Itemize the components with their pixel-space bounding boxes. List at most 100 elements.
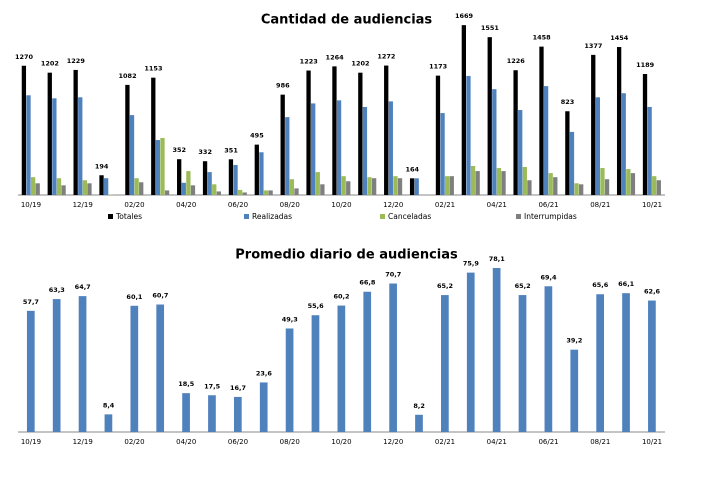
bar (513, 70, 518, 195)
data-label: 1270 (15, 53, 34, 61)
legend-swatch (380, 214, 385, 219)
bar (393, 176, 398, 195)
bar (501, 171, 506, 195)
data-label: 351 (224, 146, 238, 154)
bar (415, 414, 423, 432)
data-label: 1202 (41, 60, 59, 68)
bar (82, 180, 87, 195)
data-label: 65,2 (515, 282, 531, 290)
x-tick-label: 06/20 (228, 201, 248, 209)
bar (233, 164, 238, 195)
bar (596, 294, 604, 432)
x-tick-label: 06/21 (538, 201, 558, 209)
data-label: 69,4 (541, 273, 558, 281)
bar (26, 95, 31, 195)
bar (280, 94, 285, 195)
data-label: 332 (198, 148, 212, 156)
bar (466, 272, 475, 432)
bar (181, 182, 186, 195)
bar (600, 168, 605, 195)
legend-swatch (108, 214, 113, 219)
x-tick-label: 04/20 (176, 201, 196, 209)
bar (52, 98, 57, 195)
chart-title: Promedio diario de audiencias (235, 248, 458, 263)
bar (78, 296, 87, 432)
data-label: 39,2 (566, 337, 582, 345)
bar (548, 173, 553, 195)
bar (151, 77, 156, 195)
bar (202, 161, 208, 195)
bar (78, 97, 83, 195)
bar (595, 97, 600, 195)
data-label: 60,1 (126, 293, 143, 301)
bar (371, 178, 377, 195)
data-label: 1153 (144, 65, 162, 73)
bar (263, 190, 269, 195)
data-label: 60,2 (333, 293, 349, 301)
x-tick-label: 12/20 (383, 201, 403, 209)
data-label: 65,6 (592, 281, 609, 289)
x-tick-label: 02/21 (435, 438, 455, 446)
bar (254, 144, 259, 195)
data-label: 65,2 (437, 282, 453, 290)
bar (621, 93, 626, 195)
bar (337, 305, 346, 432)
x-tick-label: 10/21 (642, 438, 662, 446)
bar (492, 89, 497, 195)
bar (367, 177, 372, 195)
bar (164, 190, 170, 195)
bar (268, 190, 273, 195)
bar (642, 74, 648, 195)
legend-swatch (516, 214, 521, 219)
bar (475, 171, 480, 195)
data-label: 63,3 (49, 286, 65, 294)
bar (622, 293, 630, 432)
data-label: 194 (95, 162, 109, 170)
bar (543, 86, 549, 195)
bar (56, 178, 62, 195)
bar (285, 328, 294, 432)
x-tick-label: 08/21 (590, 201, 610, 209)
bar (177, 159, 182, 195)
bar (591, 54, 596, 196)
bar (87, 183, 92, 195)
x-tick-label: 04/21 (487, 201, 507, 209)
bar (384, 65, 389, 195)
data-label: 1669 (455, 12, 474, 20)
legend-label: Interrumpidas (524, 212, 577, 221)
bar (259, 382, 268, 432)
bar (461, 25, 466, 195)
bar (647, 106, 652, 195)
data-label: 60,7 (152, 292, 168, 300)
bar (237, 189, 243, 195)
data-label: 1189 (636, 61, 655, 69)
data-label: 62,6 (644, 288, 661, 296)
data-label: 8,2 (413, 402, 425, 410)
x-tick-label: 12/20 (383, 438, 403, 446)
bar (656, 180, 661, 195)
bar (285, 117, 290, 195)
bar (108, 194, 113, 195)
bar (52, 299, 61, 432)
bar (518, 110, 523, 195)
bar (496, 168, 502, 195)
data-label: 1458 (533, 34, 552, 42)
bar (30, 177, 36, 195)
bar (435, 75, 441, 195)
bar (518, 295, 527, 432)
data-label: 23,6 (256, 369, 273, 377)
data-label: 1264 (326, 53, 345, 61)
bar (103, 178, 109, 195)
data-label: 1082 (119, 72, 137, 80)
bar (449, 176, 454, 195)
bar (527, 180, 532, 195)
bar (332, 66, 337, 195)
bar (487, 37, 492, 196)
data-label: 78,1 (489, 255, 506, 263)
bar (134, 178, 139, 195)
bar (311, 315, 320, 432)
data-label: 1454 (610, 34, 629, 42)
x-tick-label: 10/19 (21, 201, 41, 209)
data-label: 16,7 (230, 384, 246, 392)
bar (440, 113, 445, 195)
